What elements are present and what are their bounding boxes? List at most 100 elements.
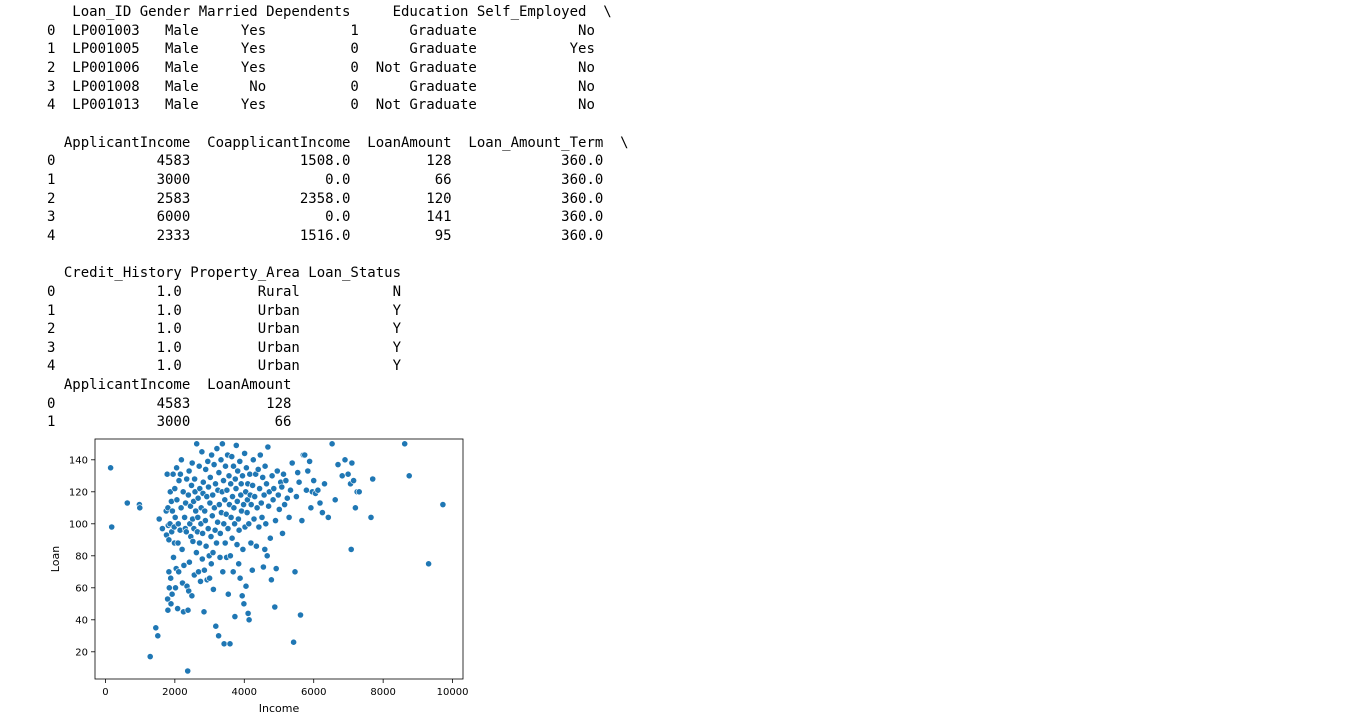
scatter-point bbox=[231, 475, 239, 483]
scatter-point bbox=[225, 472, 233, 480]
scatter-point bbox=[314, 486, 322, 494]
scatter-point bbox=[221, 496, 229, 504]
scatter-point bbox=[344, 470, 352, 478]
scatter-point bbox=[218, 440, 226, 448]
scatter-point bbox=[173, 464, 180, 472]
scatter-point bbox=[265, 502, 272, 510]
scatter-point bbox=[211, 526, 219, 534]
scatter-point bbox=[200, 608, 208, 616]
scatter-point bbox=[247, 539, 255, 547]
scatter-point bbox=[207, 533, 215, 540]
scatter-point bbox=[255, 523, 263, 531]
y-tick-label: 80 bbox=[75, 551, 88, 562]
scatter-point bbox=[182, 499, 189, 507]
scatter-point bbox=[207, 560, 215, 568]
scatter-point bbox=[231, 613, 239, 620]
scatter-point bbox=[185, 558, 193, 566]
scatter-point bbox=[226, 640, 234, 648]
scatter-point bbox=[222, 462, 229, 470]
scatter-point bbox=[198, 448, 206, 456]
output-line: 4 LP001013 Male Yes 0 Not Graduate No bbox=[47, 97, 595, 114]
scatter-point bbox=[175, 477, 183, 484]
scatter-point bbox=[177, 504, 185, 512]
scatter-point bbox=[334, 461, 342, 468]
scatter-point bbox=[185, 467, 193, 475]
scatter-point bbox=[204, 457, 212, 465]
scatter-point bbox=[194, 514, 202, 521]
output-line: 1 1.0 Urban Y bbox=[47, 302, 402, 319]
scatter-point bbox=[228, 534, 236, 542]
scatter-point bbox=[262, 520, 270, 528]
scatter-point bbox=[401, 440, 409, 448]
scatter-point bbox=[261, 462, 269, 470]
output-line: 3 1.0 Urban Y bbox=[47, 339, 402, 356]
scatter-point bbox=[201, 507, 209, 515]
scatter-point bbox=[245, 616, 253, 624]
scatter-point bbox=[310, 477, 318, 484]
scatter-point bbox=[287, 486, 294, 494]
scatter-point bbox=[285, 514, 293, 521]
scatter-point bbox=[232, 441, 240, 449]
scatter-point bbox=[183, 475, 191, 483]
plot-frame bbox=[94, 438, 464, 680]
scatter-point bbox=[167, 600, 175, 608]
scatter-point bbox=[184, 491, 192, 499]
scatter-point bbox=[270, 485, 278, 492]
scatter-point bbox=[301, 451, 309, 459]
scatter-point bbox=[201, 517, 209, 524]
scatter-point bbox=[191, 475, 198, 483]
scatter-point bbox=[272, 565, 280, 572]
scatter-point bbox=[212, 480, 219, 488]
scatter-point bbox=[167, 574, 175, 582]
scatter-point bbox=[168, 590, 176, 598]
output-line: 1 LP001005 Male Yes 0 Graduate Yes bbox=[47, 41, 595, 58]
scatter-point bbox=[172, 584, 179, 592]
scatter-point bbox=[179, 488, 187, 496]
scatter-point bbox=[228, 453, 236, 460]
output-line: 4 2333 1516.0 95 360.0 bbox=[47, 227, 604, 244]
scatter-point bbox=[246, 470, 254, 478]
scatter-point bbox=[341, 456, 349, 464]
scatter-point bbox=[257, 499, 265, 507]
scatter-point bbox=[217, 456, 225, 464]
scatter-point bbox=[220, 477, 227, 484]
scatter-point bbox=[256, 451, 264, 459]
scatter-point bbox=[180, 561, 188, 569]
scatter-point bbox=[267, 576, 275, 584]
output-line: ApplicantIncome CoapplicantIncome LoanAm… bbox=[47, 134, 629, 151]
output-line: 0 4583 1508.0 128 360.0 bbox=[47, 153, 604, 170]
scatter-point bbox=[321, 480, 328, 488]
scatter-point bbox=[425, 560, 432, 568]
scatter-point bbox=[233, 498, 241, 505]
scatter-point bbox=[254, 466, 262, 473]
scatter-point bbox=[208, 512, 216, 520]
scatter-point bbox=[206, 474, 214, 481]
scatter-point bbox=[222, 510, 230, 518]
scatter-point bbox=[184, 606, 192, 614]
scatter-point bbox=[221, 539, 229, 547]
scatter-point bbox=[182, 528, 190, 536]
output-line: Loan_ID Gender Married Dependents Educat… bbox=[47, 4, 612, 20]
x-axis-label: Income bbox=[259, 702, 300, 715]
scatter-point bbox=[108, 523, 116, 531]
scatter-point bbox=[298, 517, 306, 524]
scatter-point bbox=[199, 478, 207, 486]
scatter-point bbox=[165, 584, 173, 592]
scatter-point bbox=[155, 515, 163, 523]
scatter-point bbox=[324, 514, 332, 521]
scatter-point bbox=[204, 525, 212, 532]
scatter-point bbox=[188, 482, 195, 489]
scatter-point bbox=[275, 506, 283, 513]
scatter-point bbox=[264, 443, 272, 451]
scatter-point bbox=[123, 499, 131, 507]
scatter-point bbox=[253, 504, 261, 512]
scatter-point bbox=[307, 504, 315, 512]
scatter-point bbox=[306, 457, 313, 465]
scatter-point bbox=[107, 464, 114, 472]
scatter-point bbox=[174, 605, 181, 612]
scatter-point bbox=[297, 611, 304, 619]
scatter-point bbox=[263, 552, 271, 560]
scatter-point bbox=[171, 514, 179, 521]
scatter-point bbox=[237, 491, 245, 499]
scatter-point bbox=[367, 514, 375, 521]
